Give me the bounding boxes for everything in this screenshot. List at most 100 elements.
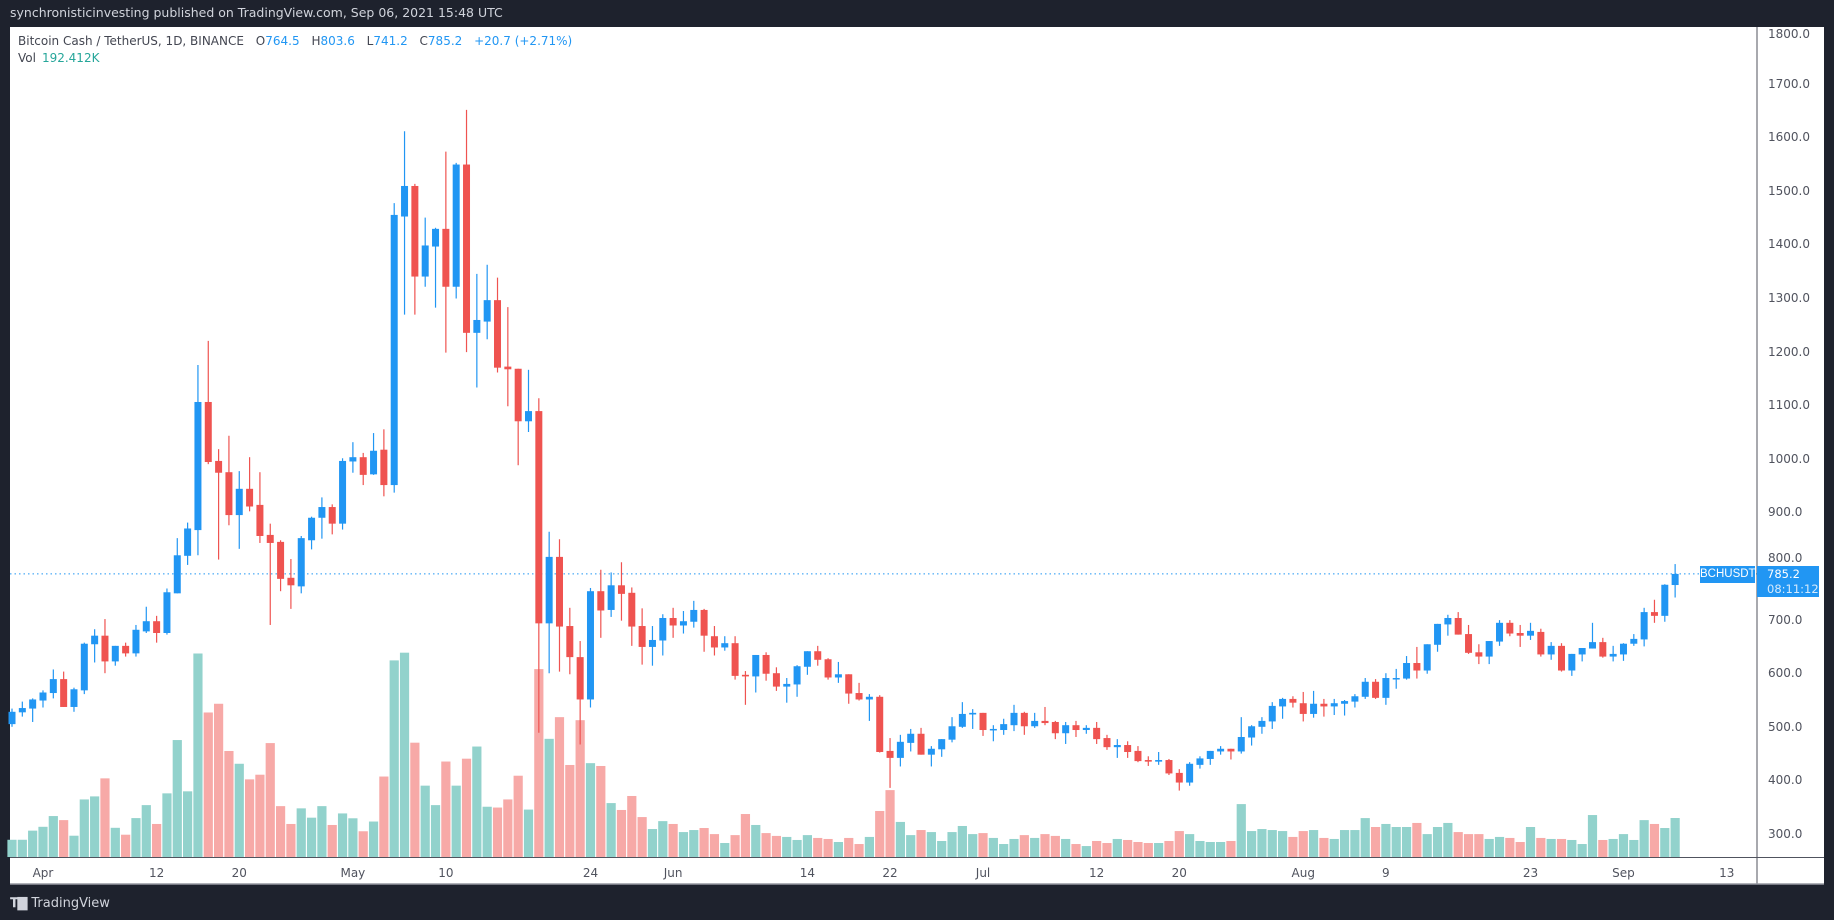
- candle-body: [989, 728, 997, 731]
- candle: [1082, 725, 1090, 734]
- price-tick-label: 1500.0: [1768, 183, 1810, 198]
- volume-bar: [1174, 831, 1184, 857]
- volume-bar: [1618, 834, 1629, 857]
- candle-body: [421, 245, 429, 277]
- volume-bar: [348, 818, 358, 857]
- candle-body: [1330, 703, 1338, 707]
- candle-body: [297, 538, 305, 587]
- volume-bar: [1236, 804, 1246, 857]
- volume-bar: [740, 814, 751, 857]
- volume-bar: [1515, 842, 1525, 857]
- candle: [504, 307, 512, 407]
- footer-brand[interactable]: TradingView: [31, 896, 110, 911]
- volume-bar: [968, 834, 978, 857]
- candle: [824, 658, 832, 680]
- candle: [907, 728, 915, 752]
- volume-bar: [1453, 832, 1463, 857]
- candle-body: [463, 164, 471, 333]
- candle-body: [8, 711, 16, 725]
- candle: [380, 429, 388, 497]
- candle: [1485, 641, 1493, 665]
- volume-bar: [131, 818, 141, 857]
- chart-panel[interactable]: [10, 27, 1824, 884]
- candle: [659, 614, 667, 656]
- volume-bar: [926, 832, 936, 857]
- candle-body: [60, 679, 68, 707]
- time-tick-label: 23: [1522, 866, 1539, 880]
- candle-body: [1020, 712, 1028, 727]
- volume-bar: [1319, 837, 1329, 857]
- price-tick-label: 1800.0: [1768, 27, 1810, 41]
- candle: [1609, 645, 1617, 662]
- volume-bar: [720, 843, 730, 857]
- candle: [948, 717, 956, 743]
- candle: [566, 607, 574, 675]
- candle: [814, 645, 822, 666]
- candle-body: [1155, 760, 1163, 762]
- candle: [1010, 704, 1018, 732]
- volume-bar: [1081, 846, 1091, 857]
- candle: [60, 671, 68, 707]
- candle-body: [1527, 630, 1535, 636]
- volume-bar: [802, 835, 813, 857]
- candle: [266, 523, 274, 625]
- volume-bar: [709, 834, 720, 857]
- candle: [1041, 706, 1049, 726]
- symbol-title: Bitcoin Cash / TetherUS, 1D, BINANCE: [18, 34, 244, 48]
- candle-body: [442, 228, 450, 287]
- candle-body: [1547, 645, 1555, 655]
- time-tick-label: May: [340, 866, 366, 880]
- volume-bar: [90, 796, 100, 857]
- candle-body: [1320, 703, 1328, 707]
- candle-body: [411, 185, 419, 277]
- price-tick-label: 1400.0: [1768, 237, 1810, 252]
- volume-bar: [1308, 830, 1319, 857]
- volume-bar: [637, 817, 647, 857]
- volume-bar: [1019, 835, 1029, 857]
- volume-bar: [1422, 834, 1432, 857]
- candle-body: [772, 673, 780, 687]
- candle-body: [845, 674, 853, 694]
- volume-bar: [1556, 838, 1567, 857]
- volume-bar: [337, 813, 348, 857]
- candle: [1051, 720, 1059, 740]
- time-tick-label: 20: [1171, 866, 1187, 880]
- volume-bar: [1587, 815, 1598, 857]
- candle: [111, 645, 119, 666]
- candle-body: [566, 626, 574, 658]
- candle-body: [256, 504, 264, 536]
- candle: [855, 682, 863, 701]
- volume-bar: [1443, 822, 1453, 857]
- candle: [101, 619, 109, 674]
- candle-body: [1661, 584, 1669, 616]
- candle: [142, 606, 150, 633]
- candle: [473, 273, 481, 388]
- volume-bar: [430, 805, 441, 857]
- candle-body: [1413, 663, 1421, 671]
- candle-body: [1010, 712, 1018, 726]
- volume-bar: [689, 830, 699, 857]
- time-tick-label: Apr: [32, 866, 54, 880]
- volume-bar: [69, 835, 79, 857]
- volume-bar: [575, 720, 585, 857]
- candle: [938, 739, 946, 757]
- volume-bar: [1164, 840, 1174, 857]
- candle: [1619, 643, 1627, 661]
- candle-body: [1382, 678, 1390, 698]
- candle-body: [122, 645, 130, 654]
- candle: [617, 562, 625, 621]
- candle-body: [1217, 748, 1225, 752]
- candle-body: [1093, 727, 1101, 740]
- candle-body: [1206, 750, 1214, 759]
- candle: [297, 535, 305, 594]
- price-tick-label: 1000.0: [1768, 451, 1810, 466]
- candle-body: [287, 577, 295, 586]
- candle-body: [814, 651, 822, 660]
- candle-body: [401, 185, 409, 217]
- volume-bar: [472, 746, 482, 857]
- candle-body: [1237, 736, 1245, 752]
- candle: [18, 701, 26, 717]
- candle-body: [917, 733, 925, 755]
- candle-body: [1640, 612, 1648, 640]
